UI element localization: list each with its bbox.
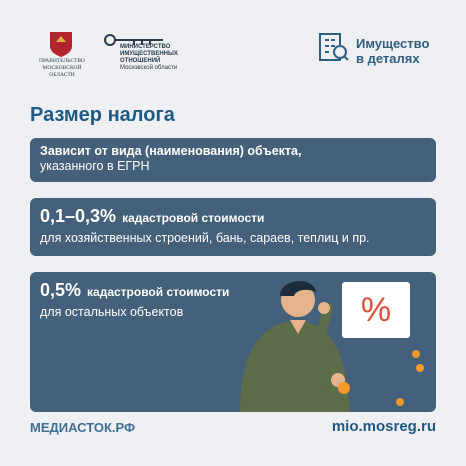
- description: для остальных объектов: [40, 305, 184, 319]
- description: для хозяйственных строений, бань, сараев…: [40, 231, 370, 245]
- badge-text: Имущество в деталях: [356, 36, 429, 66]
- rate-note: кадастровой стоимости: [87, 285, 230, 299]
- gov-line: ОБЛАСТИ: [49, 72, 75, 78]
- gov-emblem: [50, 32, 72, 57]
- ministry-key: [104, 34, 163, 46]
- badge-line: Имущество: [356, 36, 430, 51]
- footer-left: МЕДИАСТОК.РФ: [30, 420, 136, 435]
- gov-logo-text: ПРАВИТЕЛЬСТВО МОСКОВСКОЙ ОБЛАСТИ: [30, 58, 94, 79]
- ministry-text: МИНИСТЕРСТВО ИМУЩЕСТВЕННЫХ ОТНОШЕНИЙ Мос…: [120, 44, 178, 72]
- title: Размер налога: [30, 104, 175, 126]
- card: 0,1–0,3% кадастровой стоимости для хозяйс…: [30, 198, 436, 256]
- card-line: указанного в ЕГРН: [40, 159, 150, 173]
- illustration: %: [240, 281, 424, 412]
- card-line: Зависит от вида (наименования) объекта,: [40, 144, 302, 158]
- ministry-line: ИМУЩЕСТВЕННЫХ: [120, 51, 178, 57]
- rate: 0,5%: [40, 280, 82, 300]
- ministry-line: Московской области: [120, 65, 178, 71]
- badge-line: в деталях: [356, 51, 420, 66]
- footer-right: mio.mosreg.ru: [331, 418, 436, 435]
- percent-sign: %: [361, 291, 391, 329]
- rate-note: кадастровой стоимости: [122, 211, 265, 225]
- gov-line: МОСКОВСКОЙ: [42, 65, 82, 71]
- gov-line: ПРАВИТЕЛЬСТВО: [38, 58, 85, 64]
- ministry-line: ОТНОШЕНИЙ: [120, 58, 161, 64]
- rate: 0,1–0,3%: [40, 206, 117, 226]
- card: Зависит от вида (наименования) объекта, …: [30, 138, 436, 182]
- badge-icon: [319, 33, 349, 61]
- ministry-line: МИНИСТЕРСТВО: [120, 44, 171, 50]
